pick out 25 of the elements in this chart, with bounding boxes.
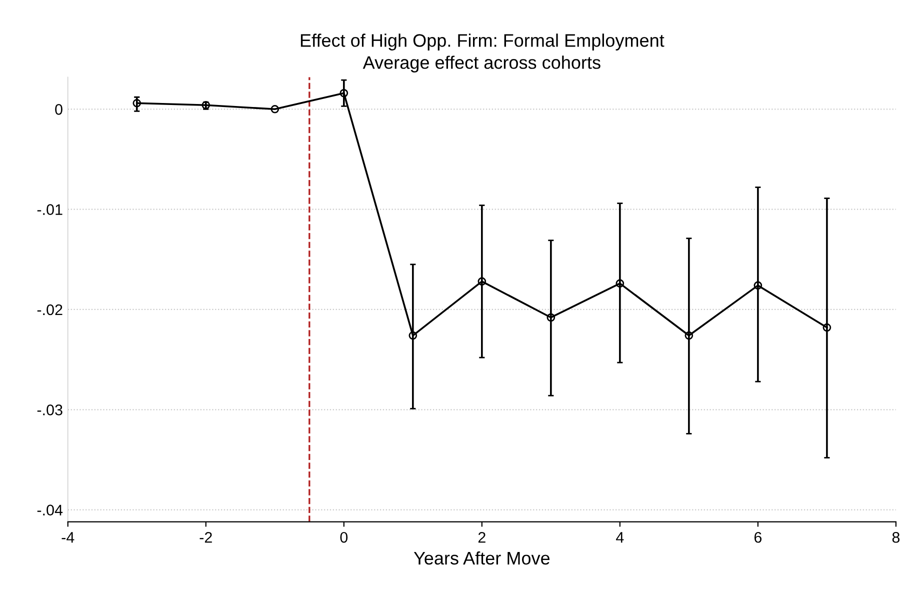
- y-tick-label: -.04: [37, 504, 63, 516]
- point: [132, 98, 142, 108]
- point: [684, 331, 694, 340]
- point: [754, 281, 762, 290]
- point: [340, 88, 348, 98]
- x-tick-label: -2: [200, 532, 212, 543]
- point: [822, 323, 832, 332]
- point: [546, 313, 556, 322]
- x-axis-title: Years After Move: [414, 551, 550, 565]
- x-tick-label: 4: [616, 532, 624, 543]
- x-tick-label: 8: [892, 532, 900, 543]
- point: [616, 279, 624, 288]
- point: [270, 104, 280, 114]
- x-tick-label: 6: [754, 532, 762, 543]
- chart-subtitle: Average effect across cohorts: [362, 56, 600, 73]
- chart-title: Effect of High Opp. Firm: Formal Employment: [300, 34, 664, 50]
- y-tick-label: -.02: [37, 304, 62, 316]
- y-tick-label: 0: [55, 104, 62, 115]
- y-tick-label: -.03: [37, 404, 62, 416]
- x-tick-label: -4: [62, 532, 74, 543]
- point: [408, 331, 418, 340]
- x-tick-label: 0: [340, 532, 348, 543]
- y-tick-label: -.01: [37, 204, 62, 215]
- x-tick-label: 2: [478, 532, 486, 543]
- point: [478, 277, 486, 286]
